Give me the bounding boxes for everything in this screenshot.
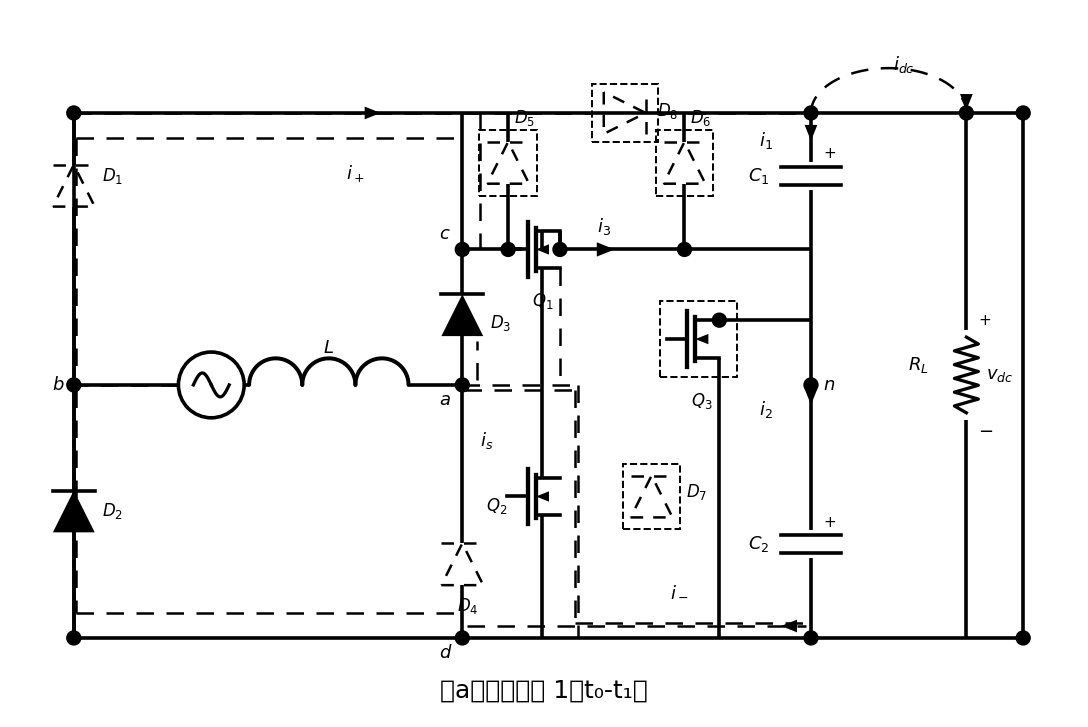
Circle shape <box>502 243 515 257</box>
Circle shape <box>1016 106 1030 120</box>
Polygon shape <box>53 491 95 532</box>
Text: $+$: $+$ <box>823 146 836 161</box>
Text: $+$: $+$ <box>823 515 836 530</box>
Text: $v_{dc}$: $v_{dc}$ <box>987 366 1014 384</box>
Text: $n$: $n$ <box>823 376 836 394</box>
Text: $R_L$: $R_L$ <box>907 355 928 375</box>
Polygon shape <box>695 334 708 345</box>
Polygon shape <box>364 107 381 119</box>
Circle shape <box>960 106 974 120</box>
Circle shape <box>804 378 818 392</box>
Text: $i_2$: $i_2$ <box>759 399 774 420</box>
Polygon shape <box>781 619 798 632</box>
Text: $C_1$: $C_1$ <box>747 166 769 185</box>
Text: $i_1$: $i_1$ <box>759 130 774 151</box>
Text: $i_s$: $i_s$ <box>480 430 494 451</box>
Text: $D_6$: $D_6$ <box>691 108 712 128</box>
Polygon shape <box>805 125 817 141</box>
Text: $D_5$: $D_5$ <box>515 108 535 128</box>
Text: $a$: $a$ <box>438 391 450 409</box>
Polygon shape <box>597 242 615 257</box>
Circle shape <box>456 631 469 645</box>
Text: $c$: $c$ <box>438 225 450 244</box>
Circle shape <box>66 378 81 392</box>
Polygon shape <box>805 389 817 405</box>
Polygon shape <box>960 94 973 110</box>
Text: （a）工作模式 1［t₀-t₁］: （a）工作模式 1［t₀-t₁］ <box>441 679 647 703</box>
Text: $D_2$: $D_2$ <box>101 502 123 521</box>
Circle shape <box>66 106 81 120</box>
Text: $Q_2$: $Q_2$ <box>486 497 507 516</box>
Text: $i_-$: $i_-$ <box>670 582 689 600</box>
Text: $D_1$: $D_1$ <box>101 166 123 185</box>
Text: $Q_1$: $Q_1$ <box>532 292 554 311</box>
Circle shape <box>1016 631 1030 645</box>
Text: $i_+$: $i_+$ <box>346 163 366 184</box>
Circle shape <box>66 631 81 645</box>
Text: $i_{dc}$: $i_{dc}$ <box>893 54 915 75</box>
Polygon shape <box>536 491 549 502</box>
Text: $d$: $d$ <box>438 644 453 662</box>
Text: $D_3$: $D_3$ <box>491 313 511 333</box>
Circle shape <box>804 631 818 645</box>
Circle shape <box>456 378 469 392</box>
Text: $Q_3$: $Q_3$ <box>691 391 713 411</box>
Circle shape <box>713 313 727 327</box>
Circle shape <box>553 243 567 257</box>
Text: $D_8$: $D_8$ <box>656 101 678 121</box>
Text: $C_2$: $C_2$ <box>747 534 769 554</box>
Text: $D_7$: $D_7$ <box>687 481 708 502</box>
Polygon shape <box>536 244 549 254</box>
Text: $-$: $-$ <box>978 421 993 439</box>
Circle shape <box>678 243 692 257</box>
Circle shape <box>456 243 469 257</box>
Text: $+$: $+$ <box>978 313 991 328</box>
Text: $i_3$: $i_3$ <box>597 217 610 238</box>
Text: L: L <box>324 339 334 357</box>
Text: $D_4$: $D_4$ <box>457 596 478 616</box>
Circle shape <box>804 106 818 120</box>
Text: $b$: $b$ <box>52 376 65 394</box>
Polygon shape <box>442 294 483 336</box>
